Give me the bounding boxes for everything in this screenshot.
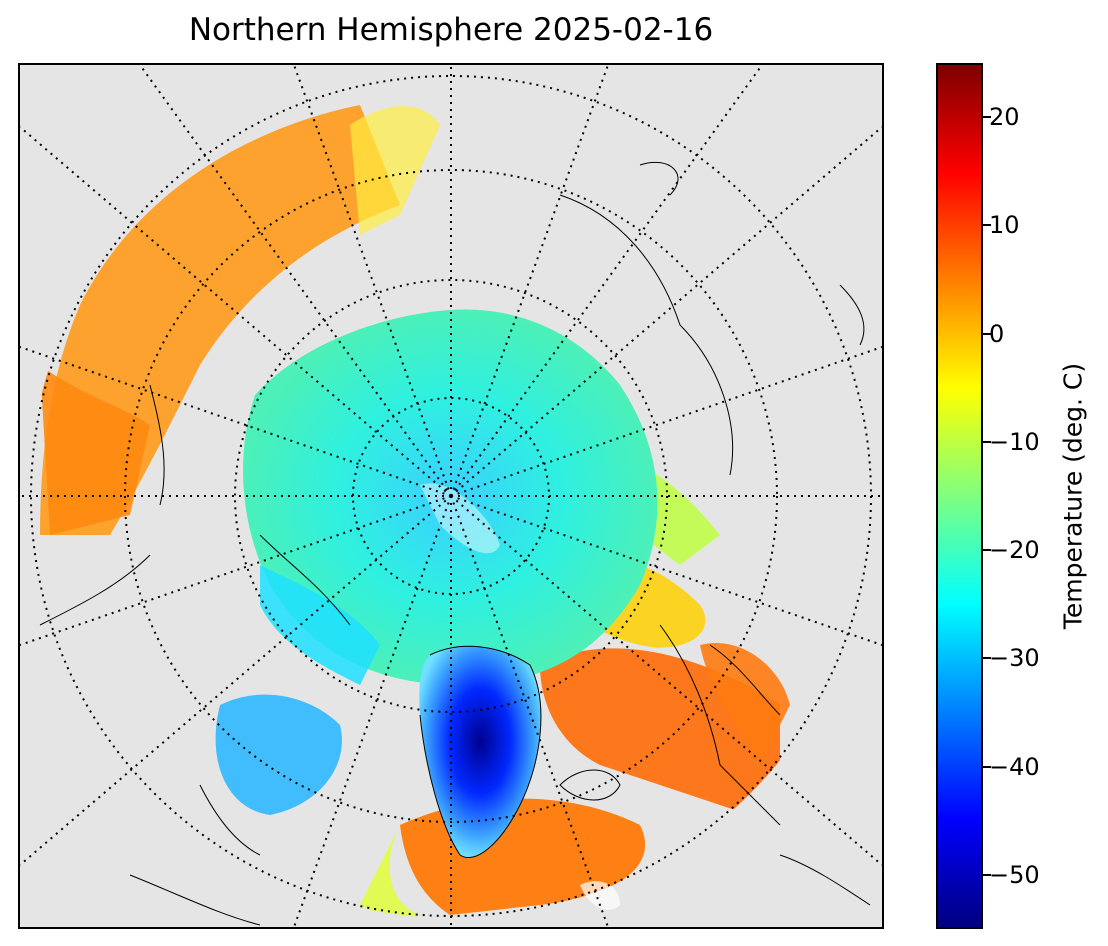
colorbar-tick-label: 0 — [989, 319, 1005, 348]
colorbar-tick — [983, 332, 991, 335]
colorbar-tick-label: −40 — [989, 752, 1040, 781]
polar-map[interactable] — [18, 63, 884, 929]
colorbar-tick-label: 20 — [989, 103, 1020, 132]
greenland-region — [419, 646, 541, 858]
hudson-bay-region — [215, 694, 342, 815]
colorbar-tick — [983, 873, 991, 876]
colorbar-tick — [983, 116, 991, 119]
graticule-meridians — [20, 65, 882, 927]
coastlines — [39, 161, 871, 926]
temperature-colorbar — [936, 63, 983, 929]
colorbar-tick — [983, 440, 991, 443]
colorbar-tick-label: −20 — [989, 536, 1040, 565]
colorbar-tick — [983, 765, 991, 768]
colorbar-tick-label: −10 — [989, 427, 1040, 456]
colorbar-tick — [983, 224, 991, 227]
colorbar-tick-label: −30 — [989, 644, 1040, 673]
colorbar-label: Temperature (deg. C) — [1058, 362, 1088, 630]
map-canvas — [20, 65, 882, 927]
colorbar-tick-label: −50 — [989, 860, 1040, 889]
colorbar-tick — [983, 549, 991, 552]
map-title: Northern Hemisphere 2025-02-16 — [188, 12, 714, 48]
colorbar-tick — [983, 657, 991, 660]
colorbar-tick-label: 10 — [989, 211, 1020, 240]
